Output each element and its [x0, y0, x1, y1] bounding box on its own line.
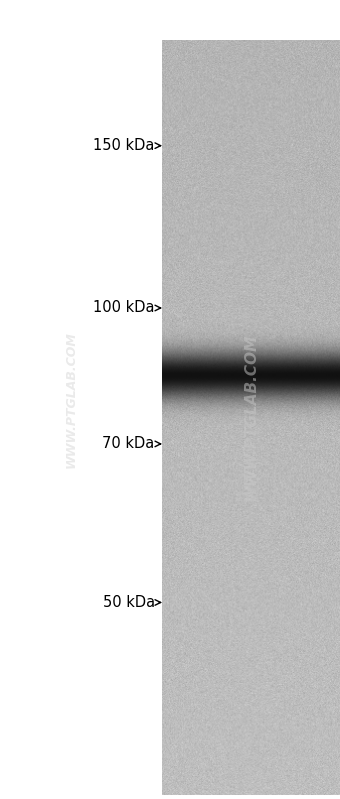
- Text: 150 kDa: 150 kDa: [93, 138, 155, 153]
- Text: 100 kDa: 100 kDa: [93, 300, 155, 316]
- Text: WWW.PTGLAB.COM: WWW.PTGLAB.COM: [65, 331, 78, 468]
- Text: 70 kDa: 70 kDa: [102, 436, 155, 451]
- Text: 50 kDa: 50 kDa: [103, 595, 155, 610]
- Text: WWW.PTGLAB.COM: WWW.PTGLAB.COM: [243, 334, 258, 501]
